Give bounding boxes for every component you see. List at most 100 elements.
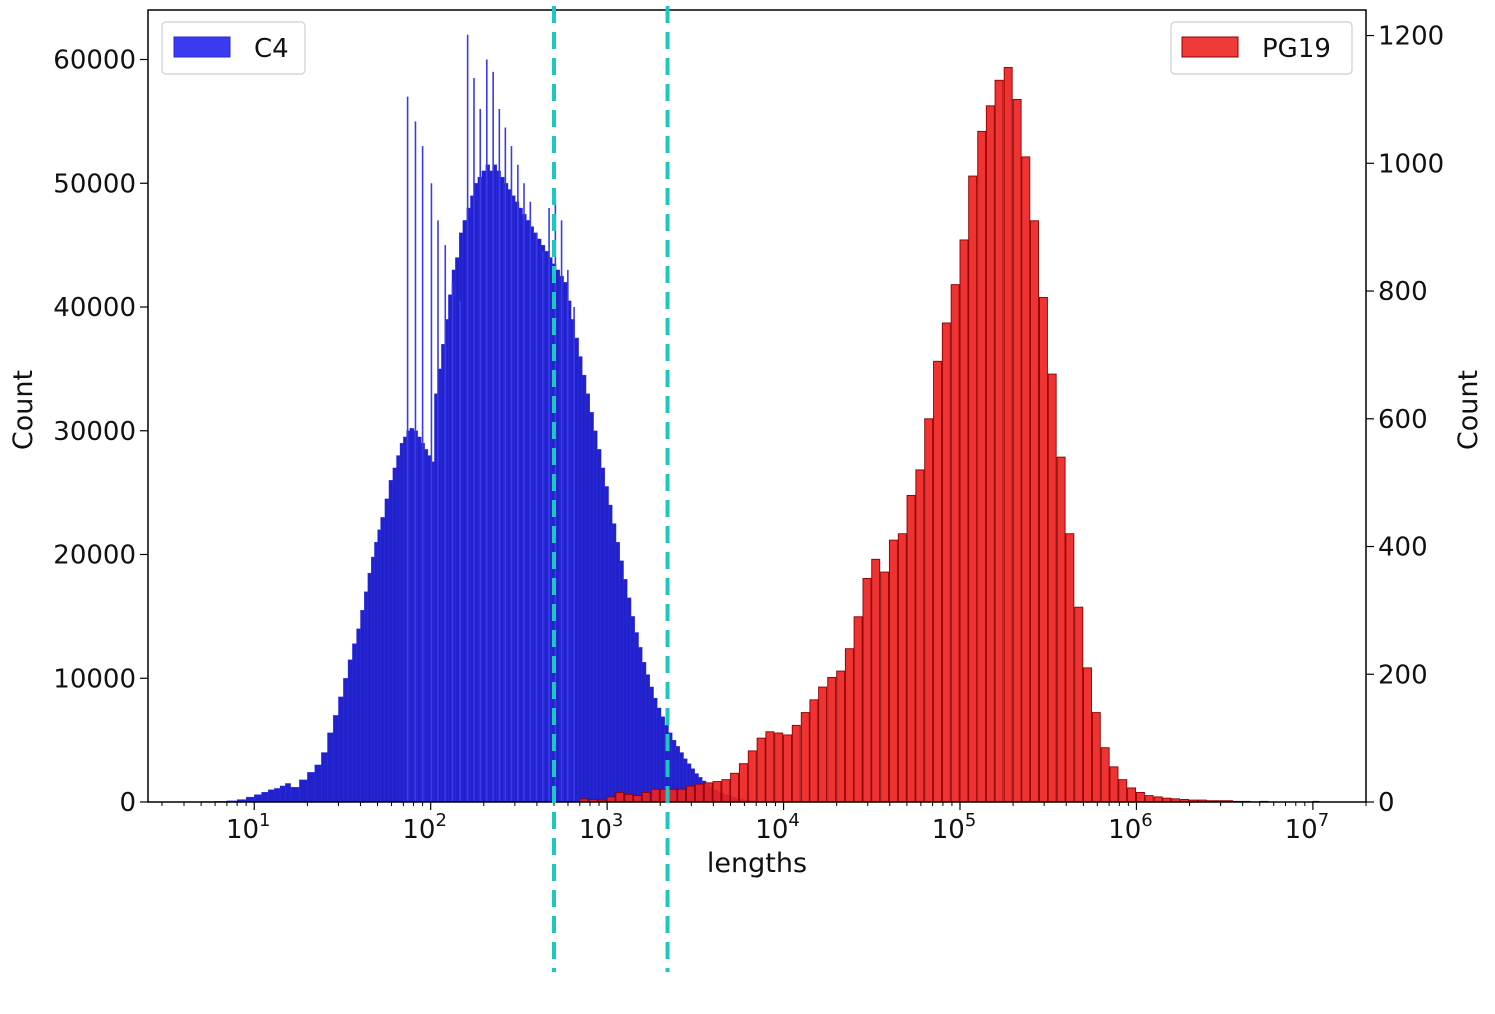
c4-bar <box>409 428 415 803</box>
y-axis-label-right: Count <box>1453 370 1484 450</box>
reference-lines <box>552 6 670 972</box>
c4-bar <box>268 789 275 803</box>
pg19-bar <box>756 737 766 803</box>
pg19-bar <box>1127 787 1137 803</box>
x-tick-label: 107 <box>1285 810 1330 845</box>
y-left-tick-label: 20000 <box>53 541 136 571</box>
pg19-bar <box>1038 296 1048 803</box>
pg19-bar <box>933 360 942 803</box>
y-right-tick-label: 200 <box>1378 660 1428 690</box>
pg19-bar <box>871 558 881 803</box>
c4-bar <box>589 412 594 803</box>
c4-bar <box>656 707 662 803</box>
pg19-bar <box>632 795 642 803</box>
y-left-tick-label: 40000 <box>53 293 136 323</box>
pg19-bar <box>1083 667 1092 803</box>
c4-bar <box>581 374 587 803</box>
c4-bar <box>364 591 369 803</box>
pg19-bar <box>968 175 978 803</box>
c4-bar <box>653 697 658 803</box>
c4-bar <box>555 269 561 803</box>
pg19-series-bars <box>579 67 1320 803</box>
pg19-bar <box>686 785 696 803</box>
c4-bar <box>380 517 386 803</box>
c4-bar <box>384 498 390 803</box>
x-axis: 101 102 103 104 105 106 107 <box>161 802 1367 845</box>
c4-bar <box>254 794 263 803</box>
c4-bar <box>600 467 606 803</box>
pg19-bar <box>959 239 969 803</box>
pg19-bar <box>783 734 793 803</box>
pg19-bar <box>1047 373 1057 803</box>
x-tick-label: 104 <box>755 810 800 845</box>
pg19-bar <box>800 712 810 803</box>
c4-bar <box>578 356 583 803</box>
c4-bar <box>608 504 613 803</box>
c4-bar <box>367 572 372 803</box>
legend-c4-swatch <box>173 36 231 58</box>
c4-bar <box>645 674 650 803</box>
c4-bar <box>574 337 579 803</box>
c4-bar <box>261 791 269 803</box>
pg19-bar <box>1153 796 1163 803</box>
pg19-bar <box>703 782 713 803</box>
c4-bar <box>417 436 422 803</box>
x-axis-label: lengths <box>707 848 807 879</box>
c4-bar <box>299 779 308 803</box>
c4-bar <box>518 207 523 803</box>
c4-bar <box>360 610 365 803</box>
c4-bar <box>615 541 620 803</box>
x-tick-label: 105 <box>932 810 977 845</box>
pg19-bar <box>774 732 784 803</box>
c4-bar <box>593 430 598 803</box>
y-left-tick-label: 50000 <box>53 169 136 199</box>
pg19-bar <box>606 796 616 803</box>
y-left-tick-label: 30000 <box>53 417 136 447</box>
pg19-bar <box>765 731 775 803</box>
y-axis-right: 0 200 400 600 800 1000 1200 <box>1366 22 1444 818</box>
c4-bar <box>396 455 401 803</box>
legend-c4-label: C4 <box>254 34 289 64</box>
pg19-bar <box>977 130 987 803</box>
c4-bar <box>343 678 349 803</box>
pg19-bar <box>641 791 651 803</box>
pg19-bar <box>791 724 801 803</box>
pg19-bar <box>694 783 704 803</box>
c4-bar <box>314 764 322 803</box>
c4-bar <box>563 282 568 803</box>
y-left-tick-label: 60000 <box>53 46 136 76</box>
x-tick-label: 106 <box>1108 810 1153 845</box>
legend-pg19: PG19 <box>1170 21 1353 75</box>
y-left-tick-label: 10000 <box>53 664 136 694</box>
c4-bar <box>352 643 358 803</box>
c4-bar <box>279 785 286 803</box>
c4-bar <box>392 467 398 803</box>
pg19-bar <box>915 469 925 803</box>
y-left-tick-label: 0 <box>119 788 136 818</box>
plot-frame <box>147 9 1367 803</box>
pg19-bar <box>844 648 854 803</box>
pg19-bar <box>721 779 731 803</box>
pg19-bar <box>836 670 846 803</box>
pg19-bar <box>712 781 722 803</box>
pg19-bar <box>1091 712 1101 803</box>
c4-bar <box>623 579 628 803</box>
pg19-bar <box>853 616 863 803</box>
c4-bar <box>536 238 542 803</box>
y-right-tick-label: 400 <box>1378 533 1428 563</box>
c4-bar <box>327 732 334 803</box>
pg19-bar <box>1135 791 1145 803</box>
pg19-bar <box>1021 156 1031 803</box>
pg19-bar <box>1100 747 1110 803</box>
legend-pg19-label: PG19 <box>1262 34 1331 64</box>
y-right-tick-label: 1200 <box>1378 22 1444 52</box>
c4-bar <box>321 752 328 803</box>
y-axis-left: 0 10000 20000 30000 40000 50000 60000 <box>53 46 148 818</box>
pg19-bar <box>1012 98 1022 803</box>
c4-bar <box>641 662 647 803</box>
c4-bar <box>638 647 643 803</box>
y-right-tick-label: 800 <box>1378 277 1428 307</box>
c4-bar <box>347 659 353 803</box>
pg19-bar <box>994 79 1004 803</box>
